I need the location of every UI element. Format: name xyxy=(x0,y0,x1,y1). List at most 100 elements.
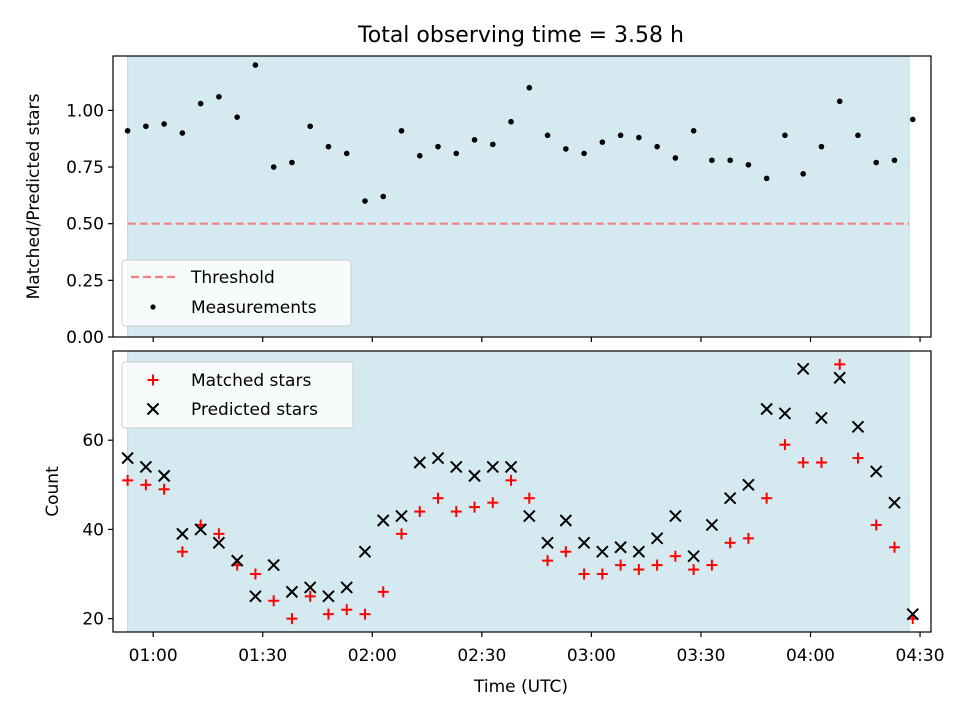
measurement-point xyxy=(636,134,642,141)
bottom-y-tick-label: 20 xyxy=(82,610,104,630)
predicted-star-point-b xyxy=(541,536,554,550)
measurement-point xyxy=(526,84,533,91)
x-tick-label: 03:00 xyxy=(567,646,616,666)
bottom-y-ticks: 20 40 60 xyxy=(82,431,113,630)
predicted-star-point-b xyxy=(833,371,846,384)
matched-star-point xyxy=(176,546,188,558)
measurement-point xyxy=(709,157,715,164)
measurement-point xyxy=(471,137,478,143)
measurement-point xyxy=(216,93,222,100)
predicted-star-point xyxy=(796,362,810,376)
predicted-star-point-b xyxy=(157,469,171,483)
top-axes-frame xyxy=(112,55,932,338)
predicted-star-point-b xyxy=(559,514,573,527)
predicted-star-point-b xyxy=(212,536,226,550)
measurement-point xyxy=(489,141,496,148)
bottom-axes-frame xyxy=(112,350,932,633)
predicted-star-point xyxy=(468,469,481,483)
legend-cross-marker-b xyxy=(146,402,160,416)
legend-matched-swatch xyxy=(147,374,159,386)
measurement-point xyxy=(197,100,204,107)
top-y-tick-label: 0.75 xyxy=(66,158,104,178)
bottom-legend-box xyxy=(121,361,354,429)
predicted-star-point xyxy=(742,478,755,492)
predicted-star-point-b xyxy=(230,554,244,567)
legend-threshold-label: Threshold xyxy=(190,268,275,288)
predicted-star-point-b xyxy=(285,585,299,599)
predicted-star-point xyxy=(413,456,426,469)
legend-measurements-swatch xyxy=(150,304,156,310)
predicted-star-point xyxy=(157,469,171,483)
predicted-star-point-b xyxy=(176,527,189,541)
x-tick-label: 02:00 xyxy=(348,646,397,666)
measurement-point xyxy=(343,150,350,157)
top-y-tick-label: 0.25 xyxy=(66,271,104,291)
measurement-point xyxy=(818,143,825,150)
measurement-point xyxy=(252,62,259,68)
predicted-star-point xyxy=(230,554,244,567)
predicted-star-point xyxy=(888,496,901,509)
predicted-star-point xyxy=(395,509,408,523)
measurement-point xyxy=(289,159,295,166)
matched-star-point xyxy=(523,492,535,504)
predicted-star-point-b xyxy=(596,545,609,558)
bottom-y-tick-label: 60 xyxy=(82,431,104,451)
measurement-point xyxy=(380,193,387,200)
measurement-point xyxy=(307,123,313,130)
bottom-legend: Matched stars Predicted stars xyxy=(121,361,354,429)
matched-star-point xyxy=(706,559,718,571)
predicted-star-point xyxy=(541,536,554,550)
predicted-star-point-b xyxy=(249,590,262,603)
predicted-star-point-b xyxy=(687,549,700,563)
measurement-point xyxy=(745,161,752,168)
predicted-star-point xyxy=(358,545,372,558)
matched-star-point xyxy=(761,492,773,504)
measurement-point xyxy=(617,132,624,139)
predicted-stars-points xyxy=(121,362,919,621)
top-legend-box xyxy=(121,259,352,327)
predicted-star-point xyxy=(523,509,536,523)
predicted-star-point xyxy=(723,491,737,505)
predicted-star-point xyxy=(377,514,390,527)
matched-star-point xyxy=(140,479,152,491)
predicted-star-point-b xyxy=(760,402,773,416)
predicted-star-point-b xyxy=(870,465,883,478)
predicted-star-point xyxy=(303,581,317,594)
top-y-tick-label: 1.00 xyxy=(66,101,104,121)
matched-star-point xyxy=(341,604,353,616)
predicted-star-point xyxy=(851,420,865,434)
predicted-star-point xyxy=(632,545,646,558)
matched-star-point xyxy=(268,595,280,607)
matched-star-point xyxy=(487,497,499,509)
predicted-star-point-b xyxy=(504,460,518,474)
predicted-star-point xyxy=(833,371,846,384)
matched-star-point xyxy=(158,483,170,495)
measurement-point xyxy=(690,127,697,134)
predicted-star-point xyxy=(285,585,299,599)
measurement-point xyxy=(654,143,660,150)
matched-star-point xyxy=(870,519,882,531)
measurement-point xyxy=(161,121,167,127)
measurement-point xyxy=(599,139,606,145)
predicted-star-point xyxy=(431,451,445,465)
measurement-point xyxy=(873,159,880,166)
predicted-star-point-b xyxy=(377,514,390,527)
predicted-star-point-b xyxy=(358,545,372,558)
predicted-star-point xyxy=(322,590,335,603)
predicted-star-point-b xyxy=(650,532,664,545)
measurement-point xyxy=(782,132,788,139)
legend-plus-marker xyxy=(147,374,159,386)
measurement-point xyxy=(800,171,806,177)
x-tick-label: 04:00 xyxy=(786,646,835,666)
predicted-star-point xyxy=(760,402,773,416)
matched-star-point xyxy=(651,559,663,571)
legend-predicted-label: Predicted stars xyxy=(191,400,318,420)
matched-star-point xyxy=(304,590,316,602)
predicted-star-point-b xyxy=(395,509,408,523)
top-y-axis-label: Matched/Predicted stars xyxy=(24,93,44,299)
predicted-star-point xyxy=(212,536,226,550)
matched-star-point xyxy=(322,608,334,620)
chart-title: Total observing time = 3.58 h xyxy=(357,23,684,48)
predicted-star-point xyxy=(121,451,134,465)
predicted-star-point xyxy=(669,509,682,523)
